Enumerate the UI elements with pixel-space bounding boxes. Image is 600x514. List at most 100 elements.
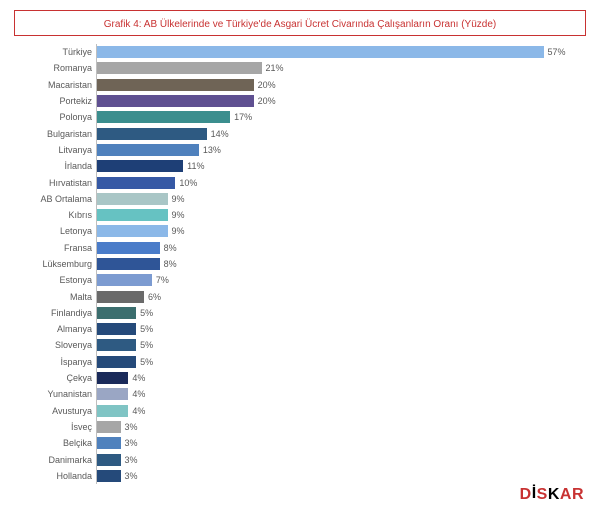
category-label: Lüksemburg	[14, 259, 96, 269]
category-label: Malta	[14, 292, 96, 302]
value-label: 5%	[140, 357, 153, 367]
bar	[97, 111, 230, 123]
bar-track: 4%	[96, 403, 586, 419]
value-label: 20%	[258, 80, 276, 90]
bar-track: 5%	[96, 337, 586, 353]
bar	[97, 437, 121, 449]
value-label: 9%	[172, 226, 185, 236]
value-label: 17%	[234, 112, 252, 122]
category-label: AB Ortalama	[14, 194, 96, 204]
value-label: 4%	[132, 406, 145, 416]
bar-row: Avusturya 4%	[14, 403, 586, 419]
category-label: Hollanda	[14, 471, 96, 481]
chart-title: Grafik 4: AB Ülkelerinde ve Türkiye'de A…	[104, 19, 496, 30]
bar-track: 9%	[96, 223, 586, 239]
category-label: Belçika	[14, 438, 96, 448]
bar-row: Yunanistan 4%	[14, 386, 586, 402]
bar-row: Danimarka 3%	[14, 451, 586, 467]
bar-row: Estonya 7%	[14, 272, 586, 288]
value-label: 3%	[125, 471, 138, 481]
bar-track: 3%	[96, 468, 586, 484]
category-label: İspanya	[14, 357, 96, 367]
bar	[97, 242, 160, 254]
bar	[97, 454, 121, 466]
bar	[97, 356, 136, 368]
category-label: İrlanda	[14, 161, 96, 171]
bar-row: Letonya 9%	[14, 223, 586, 239]
value-label: 21%	[266, 63, 284, 73]
category-label: Fransa	[14, 243, 96, 253]
bar	[97, 388, 128, 400]
chart-frame: Grafik 4: AB Ülkelerinde ve Türkiye'de A…	[0, 0, 600, 514]
category-label: Danimarka	[14, 455, 96, 465]
bar-row: Fransa8%	[14, 240, 586, 256]
value-label: 14%	[211, 129, 229, 139]
value-label: 3%	[125, 455, 138, 465]
bar-track: 13%	[96, 142, 586, 158]
bar-row: Belçika 3%	[14, 435, 586, 451]
value-label: 6%	[148, 292, 161, 302]
value-label: 9%	[172, 210, 185, 220]
category-label: Almanya	[14, 324, 96, 334]
bar-track: 9%	[96, 191, 586, 207]
bar-track: 3%	[96, 419, 586, 435]
bar-row: Türkiye57%	[14, 44, 586, 60]
bar-track: 5%	[96, 354, 586, 370]
value-label: 3%	[125, 438, 138, 448]
bar-row: İspanya 5%	[14, 354, 586, 370]
category-label: Polonya	[14, 112, 96, 122]
bar-track: 6%	[96, 288, 586, 304]
bar-row: Hollanda 3%	[14, 468, 586, 484]
bar	[97, 470, 121, 482]
bar	[97, 274, 152, 286]
bar-track: 57%	[96, 44, 586, 60]
bar	[97, 177, 175, 189]
value-label: 3%	[125, 422, 138, 432]
category-label: Romanya	[14, 63, 96, 73]
bar	[97, 225, 168, 237]
chart-title-box: Grafik 4: AB Ülkelerinde ve Türkiye'de A…	[14, 10, 586, 36]
category-label: Yunanistan	[14, 389, 96, 399]
category-label: Avusturya	[14, 406, 96, 416]
bar-track: 9%	[96, 207, 586, 223]
bar-track: 20%	[96, 77, 586, 93]
bar	[97, 258, 160, 270]
bar-track: 7%	[96, 272, 586, 288]
category-label: Türkiye	[14, 47, 96, 57]
value-label: 9%	[172, 194, 185, 204]
value-label: 20%	[258, 96, 276, 106]
bar	[97, 193, 168, 205]
bar	[97, 144, 199, 156]
bar-track: 17%	[96, 109, 586, 125]
value-label: 5%	[140, 308, 153, 318]
category-label: Slovenya	[14, 340, 96, 350]
bar-row: Bulgaristan14%	[14, 125, 586, 141]
bar-row: Litvanya13%	[14, 142, 586, 158]
category-label: Letonya	[14, 226, 96, 236]
category-label: Litvanya	[14, 145, 96, 155]
bar	[97, 372, 128, 384]
bar	[97, 160, 183, 172]
category-label: Çekya	[14, 373, 96, 383]
bar-row: İsveç3%	[14, 419, 586, 435]
bar-track: 5%	[96, 305, 586, 321]
bar-row: Macaristan20%	[14, 77, 586, 93]
logo-diskar: DİSKAR	[520, 486, 584, 504]
value-label: 7%	[156, 275, 169, 285]
value-label: 4%	[132, 389, 145, 399]
bar-track: 14%	[96, 125, 586, 141]
bar	[97, 79, 254, 91]
bar	[97, 323, 136, 335]
value-label: 5%	[140, 340, 153, 350]
category-label: Estonya	[14, 275, 96, 285]
bar	[97, 291, 144, 303]
category-label: Finlandiya	[14, 308, 96, 318]
chart-area: Türkiye57%Romanya21%Macaristan20%Porteki…	[14, 44, 586, 494]
bar-track: 3%	[96, 435, 586, 451]
bar-track: 11%	[96, 158, 586, 174]
value-label: 4%	[132, 373, 145, 383]
bar-row: Hırvatistan10%	[14, 174, 586, 190]
bar-track: 8%	[96, 256, 586, 272]
bar-row: Kıbrıs9%	[14, 207, 586, 223]
bar-row: Malta 6%	[14, 288, 586, 304]
